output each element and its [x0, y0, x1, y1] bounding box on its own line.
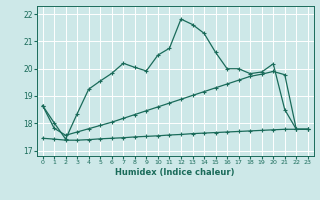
- X-axis label: Humidex (Indice chaleur): Humidex (Indice chaleur): [116, 168, 235, 177]
